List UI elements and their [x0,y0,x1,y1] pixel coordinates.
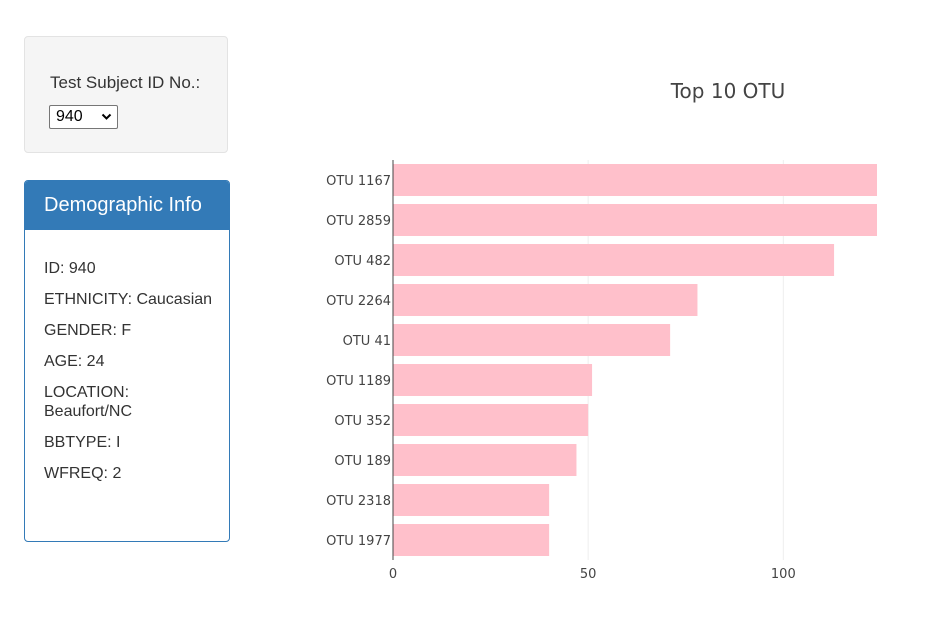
demographic-info-body: ID: 940 ETHNICITY: Caucasian GENDER: F A… [25,230,229,483]
x-tick-label: 100 [771,567,796,582]
y-tick-label: OTU 1977 [326,534,391,549]
demographic-id: ID: 940 [44,260,96,277]
subject-id-select-value: 940 [56,108,83,125]
demographic-bbtype: BBTYPE: I [44,434,121,451]
demographic-age: AGE: 24 [44,353,105,370]
bar-otu-482 [393,244,835,276]
y-tick-label: OTU 189 [334,454,391,469]
x-tick-label: 50 [580,567,597,582]
subject-id-label: Test Subject ID No.: [50,73,201,92]
y-tick-label: OTU 482 [334,254,391,269]
demographic-info-panel: Demographic Info ID: 940 ETHNICITY: Cauc… [24,180,230,542]
bar-otu-1167 [393,164,877,196]
demographic-ethnicity: ETHNICITY: Caucasian [44,291,213,308]
y-tick-label: OTU 41 [343,334,391,349]
y-tick-label: OTU 352 [334,414,391,429]
bar-otu-2318 [393,484,550,516]
bar-otu-41 [393,324,671,356]
y-tick-label: OTU 1189 [326,374,391,389]
demographic-wfreq: WFREQ: 2 [44,465,122,482]
y-tick-label: OTU 2859 [326,214,391,229]
bar-otu-1189 [393,364,593,396]
subject-selector-well: Test Subject ID No.: 940 [24,36,228,153]
demographic-location: LOCATION: Beaufort/NC [44,384,133,420]
bar-otu-2859 [393,204,877,236]
chart-title: Top 10 OTU [670,79,786,103]
chevron-down-icon [101,113,112,120]
y-tick-label: OTU 2264 [326,294,391,309]
bar-otu-2264 [393,284,698,316]
y-tick-label: OTU 2318 [326,494,391,509]
y-tick-label: OTU 1167 [326,174,391,189]
bar-otu-352 [393,404,589,436]
subject-id-select[interactable]: 940 [49,105,118,129]
x-tick-label: 0 [389,567,397,582]
bar-otu-1977 [393,524,550,556]
demographic-info-heading: Demographic Info [25,181,229,230]
demographic-gender: GENDER: F [44,322,132,339]
bar-otu-189 [393,444,577,476]
